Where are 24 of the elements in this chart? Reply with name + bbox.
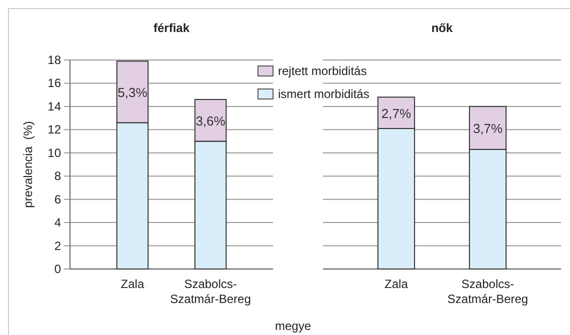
- y-tick-label: 14: [48, 99, 62, 114]
- x-axis-title: megye: [274, 319, 312, 333]
- y-tick-label: 0: [54, 262, 62, 276]
- y-tick-label: 12: [48, 122, 62, 137]
- y-tick-label: 4: [54, 216, 62, 230]
- y-tick-label: 2: [54, 238, 62, 253]
- y-tick-label: 10: [48, 146, 62, 160]
- x-tick-label: Zala: [120, 277, 144, 291]
- y-tick-label: 6: [54, 192, 62, 206]
- x-tick-label: Zala: [384, 277, 408, 291]
- x-tick-label: Szabolcs-Szatmár-Bereg: [170, 277, 251, 306]
- data-label: 5,3%: [118, 84, 148, 100]
- chart-title: férfiak: [153, 21, 190, 35]
- data-label: 3,6%: [196, 113, 226, 128]
- data-label: 2,7%: [381, 106, 412, 121]
- legend-label: ismert morbiditás: [278, 87, 370, 101]
- legend-label: rejtett morbiditás: [278, 64, 367, 78]
- y-tick-label: 18: [48, 53, 62, 67]
- y-tick-label: 8: [54, 169, 62, 184]
- x-tick-label: Szabolcs-Szatmár-Bereg: [447, 277, 528, 306]
- data-label: 3,7%: [472, 120, 504, 136]
- y-axis-title: prevalencia (%): [21, 121, 35, 208]
- y-tick-label: 16: [48, 76, 62, 90]
- chart-title: nők: [431, 21, 453, 35]
